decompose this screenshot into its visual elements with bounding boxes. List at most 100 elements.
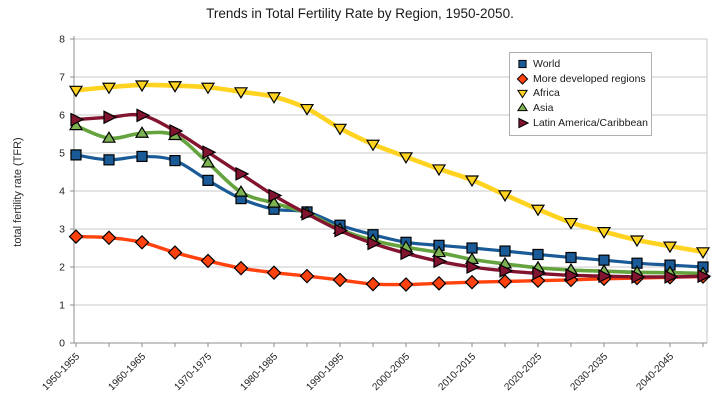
y-tick-label: 5 xyxy=(59,148,65,160)
series-marker-4 xyxy=(433,254,448,269)
y-tick-label: 0 xyxy=(59,338,65,350)
x-tick-label: 2030-2035 xyxy=(569,351,611,393)
series-marker-4 xyxy=(103,110,118,125)
legend-label: World xyxy=(533,58,561,71)
legend-label: Latin America/Caribbean xyxy=(533,116,648,129)
legend-triangle-right-icon xyxy=(518,117,529,129)
series-marker-1 xyxy=(68,229,84,244)
series-marker-2 xyxy=(464,175,480,188)
series-marker-1 xyxy=(332,272,348,288)
series-marker-4 xyxy=(70,112,85,127)
legend-diamond-icon xyxy=(516,73,529,85)
legend-label: More developed regions xyxy=(533,72,646,85)
series-marker-2 xyxy=(167,81,183,93)
series-marker-1 xyxy=(167,245,183,260)
legend-item-4: Latin America/Caribbean xyxy=(516,115,648,130)
series-marker-1 xyxy=(365,276,381,292)
x-tick-label: 2010-2015 xyxy=(437,351,479,393)
x-tick-label: 1950-1955 xyxy=(41,351,83,393)
series-marker-3 xyxy=(134,126,150,138)
series-marker-4 xyxy=(169,123,184,138)
series-marker-4 xyxy=(598,269,613,284)
legend-square-icon xyxy=(518,60,527,69)
legend-item-0: World xyxy=(516,57,645,72)
series-marker-2 xyxy=(332,123,348,136)
series-marker-1 xyxy=(431,275,447,291)
legend-label: Asia xyxy=(533,102,554,115)
legend-item-3: Asia xyxy=(516,101,645,116)
series-marker-4 xyxy=(202,145,217,160)
series-marker-4 xyxy=(697,269,712,284)
series-marker-0 xyxy=(532,248,544,261)
series-marker-2 xyxy=(68,85,84,98)
series-marker-1 xyxy=(101,230,117,246)
series-marker-2 xyxy=(134,80,150,93)
x-tick-label: 1970-1975 xyxy=(173,351,215,393)
series-marker-2 xyxy=(398,152,414,164)
y-tick-label: 2 xyxy=(59,262,65,274)
y-tick-label: 3 xyxy=(59,224,65,236)
series-marker-1 xyxy=(134,234,150,250)
series-marker-0 xyxy=(202,174,214,186)
series-marker-4 xyxy=(334,223,349,238)
y-tick-label: 6 xyxy=(59,110,65,122)
series-marker-0 xyxy=(565,251,577,264)
series-marker-0 xyxy=(499,245,511,257)
legend-item-2: Africa xyxy=(516,86,645,101)
x-tick-label: 2040-2045 xyxy=(635,351,677,393)
legend-item-1: More developed regions xyxy=(516,72,646,87)
series-marker-4 xyxy=(532,266,547,281)
series-marker-3 xyxy=(266,195,282,208)
series-marker-3 xyxy=(233,184,249,197)
series-marker-3 xyxy=(200,155,216,168)
series-marker-4 xyxy=(664,269,679,284)
x-tick-label: 2020-2025 xyxy=(503,351,545,393)
series-marker-0 xyxy=(169,155,181,167)
x-tick-label: 2000-2005 xyxy=(371,351,413,393)
legend-triangle-up-icon xyxy=(516,102,529,112)
series-marker-4 xyxy=(466,260,481,274)
series-marker-0 xyxy=(70,149,82,161)
series-marker-2 xyxy=(497,190,513,202)
series-marker-2 xyxy=(431,164,447,177)
series-marker-0 xyxy=(598,254,610,266)
series-marker-1 xyxy=(200,253,216,269)
series-marker-2 xyxy=(629,235,645,248)
y-tick-label: 7 xyxy=(59,72,65,84)
series-marker-4 xyxy=(268,188,283,203)
legend: World More developed regions Africa Asia Lat… xyxy=(509,52,652,136)
x-tick-label: 1960-1965 xyxy=(107,351,149,393)
series-marker-1 xyxy=(299,268,315,284)
series-marker-2 xyxy=(299,103,315,116)
x-tick-label: 1990-1995 xyxy=(305,351,347,393)
series-marker-4 xyxy=(631,269,646,284)
series-marker-1 xyxy=(398,277,414,292)
series-marker-2 xyxy=(266,92,282,104)
series-marker-4 xyxy=(499,263,514,278)
series-marker-2 xyxy=(200,82,216,95)
series-marker-0 xyxy=(466,242,478,254)
series-marker-4 xyxy=(565,268,580,283)
legend-triangle-down-icon xyxy=(516,90,529,100)
series-marker-1 xyxy=(497,274,513,289)
y-tick-label: 1 xyxy=(59,300,65,312)
series-marker-2 xyxy=(233,87,249,99)
series-marker-3 xyxy=(101,131,117,143)
series-marker-1 xyxy=(266,265,282,281)
legend-label: Africa xyxy=(533,87,560,100)
series-marker-2 xyxy=(365,139,381,152)
y-tick-label: 4 xyxy=(59,186,65,198)
series-marker-2 xyxy=(563,217,579,230)
series-marker-4 xyxy=(400,246,415,261)
series-marker-0 xyxy=(136,150,148,163)
series-marker-4 xyxy=(367,236,382,251)
series-marker-2 xyxy=(530,204,546,217)
series-marker-1 xyxy=(233,260,249,276)
x-tick-label: 1980-1985 xyxy=(239,351,281,393)
series-marker-2 xyxy=(662,241,678,254)
chart-title: Trends in Total Fertility Rate by Region… xyxy=(206,6,514,21)
series-marker-1 xyxy=(464,274,480,290)
series-marker-2 xyxy=(101,82,117,95)
